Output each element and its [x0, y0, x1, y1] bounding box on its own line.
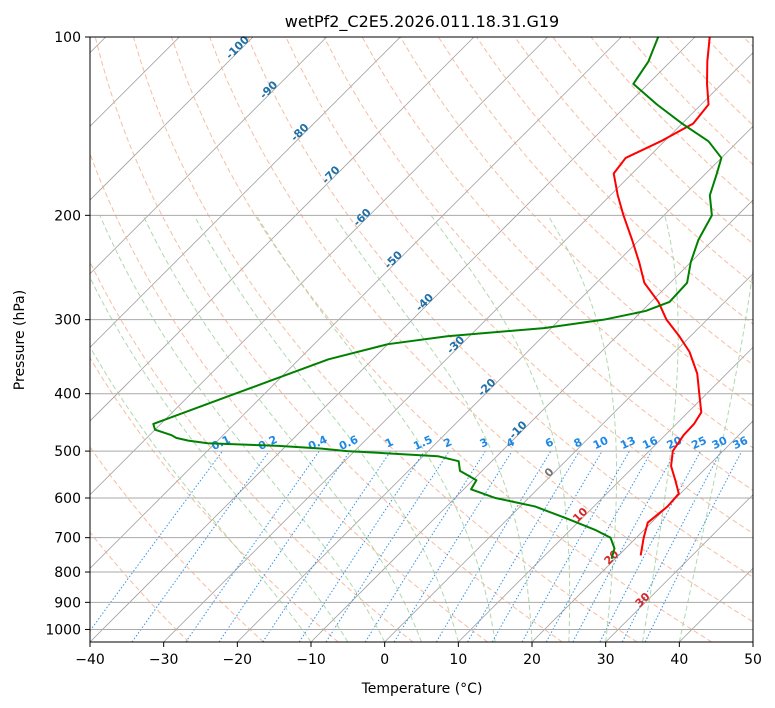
y-axis-title: Pressure (hPa): [12, 290, 28, 390]
x-tick-label: 50: [744, 652, 762, 668]
pressure-gridlines: [90, 37, 753, 630]
dry-adiabat-line: [514, 37, 753, 285]
mixing-ratio-label: 30: [710, 434, 730, 452]
y-axis-ticks: 100 200 300 400 500 600 700 800 900 1000: [45, 30, 90, 638]
dry-adiabat-line: [247, 37, 753, 578]
mixing-ratio-line: [364, 450, 486, 642]
dry-adiabat-line: [132, 37, 638, 642]
isotherm-line: [237, 125, 753, 642]
guide-lines: [90, 37, 753, 642]
moist-adiabat-line: [547, 215, 618, 642]
mixing-ratio-label: 36: [731, 434, 751, 452]
mixing-ratio-line: [90, 450, 223, 632]
mixing-ratio-line: [393, 450, 513, 642]
isotherm-line: [90, 37, 401, 348]
x-tick-label: −40: [75, 652, 105, 668]
dry-adiabat-line: [90, 152, 488, 642]
dry-adiabat-line: [209, 37, 753, 623]
isotherm-line: [531, 420, 753, 642]
x-axis-ticks: −40 −30 −20 −10 0 10 20 30 40 50: [75, 642, 762, 668]
y-tick-label: 500: [54, 444, 81, 460]
sounding-traces: [152, 37, 723, 560]
isotherm-line: [90, 37, 254, 201]
x-tick-label: 0: [380, 652, 389, 668]
moist-adiabat-line: [90, 276, 349, 642]
mixing-ratio-line: [262, 450, 392, 642]
x-tick-label: −20: [223, 652, 253, 668]
dry-adiabat-line: [285, 37, 753, 535]
mixing-ratio-line: [521, 450, 630, 642]
mixing-ratio-line: [644, 450, 743, 642]
chart-title: wetPf2_C2E5.2026.011.18.31.G19: [285, 12, 559, 32]
isotherm-line: [90, 37, 622, 569]
mixing-ratio-line: [131, 450, 270, 642]
moist-adiabat-line: [90, 345, 312, 642]
mixing-ratio-label: 13: [618, 434, 637, 452]
y-tick-label: 200: [54, 208, 81, 224]
y-tick-label: 700: [54, 531, 81, 547]
dry-adiabat-line: [323, 37, 753, 491]
x-tick-label: −30: [149, 652, 179, 668]
moist-adiabat-line: [255, 215, 496, 642]
y-tick-label: 800: [54, 565, 81, 581]
isotherm-line: [90, 37, 696, 642]
x-tick-label: 20: [523, 652, 541, 668]
x-tick-label: 40: [670, 652, 688, 668]
isotherm-line: [605, 494, 753, 642]
mixing-ratio-label: 20: [665, 434, 685, 452]
mixing-ratio-line: [325, 450, 450, 642]
dry-adiabat-line: [90, 260, 414, 642]
temperature-trace: [612, 37, 711, 556]
x-tick-label: 10: [449, 652, 467, 668]
plot-frame: [89, 36, 754, 643]
mixing-ratio-line: [298, 450, 425, 642]
dry-adiabat-line: [361, 37, 753, 449]
isotherm-line: [90, 37, 548, 496]
y-tick-label: 100: [54, 30, 81, 46]
mixing-ratio-line: [185, 450, 320, 642]
dry-adiabat-line: [90, 356, 339, 642]
dry-adiabat-line: [438, 37, 753, 366]
dry-adiabat-line: [399, 37, 753, 407]
isotherm-line: [384, 273, 753, 642]
dry-adiabat-line: [90, 446, 264, 642]
moist-adiabat-line: [193, 215, 459, 642]
dewpoint-trace: [152, 37, 723, 560]
dry-adiabat-line: [171, 37, 713, 642]
x-tick-label: 30: [597, 652, 615, 668]
moist-adiabat-line: [142, 215, 422, 642]
y-tick-label: 900: [54, 595, 81, 611]
y-tick-label: 300: [54, 313, 81, 329]
isotherm-line: [90, 37, 327, 275]
dry-adiabat-line: [94, 37, 563, 642]
moist-adiabat-line: [678, 265, 753, 642]
y-tick-label: 600: [54, 491, 81, 507]
mixing-ratio-line: [621, 450, 722, 642]
mixing-ratio-line: [572, 450, 677, 642]
mixing-ratio-line: [218, 450, 351, 642]
x-tick-label: −10: [296, 652, 326, 668]
isotherm-line: [458, 346, 753, 642]
mixing-ratio-label: 25: [689, 434, 708, 452]
mixing-ratio-line: [545, 450, 653, 642]
mixing-ratio-line: [435, 450, 552, 642]
moist-adiabat-line: [99, 215, 386, 642]
mixing-ratio-label: 10: [591, 434, 611, 452]
mixing-ratio-line: [599, 450, 701, 642]
y-tick-label: 1000: [45, 622, 81, 638]
dry-adiabat-line: [90, 531, 190, 642]
isotherm-line: [752, 641, 753, 642]
x-axis-title: Temperature (°C): [361, 681, 483, 697]
isotherm-line: [90, 37, 475, 422]
moist-adiabat-line: [642, 215, 679, 642]
y-tick-label: 400: [54, 387, 81, 403]
mixing-ratio-label: 16: [640, 434, 660, 452]
